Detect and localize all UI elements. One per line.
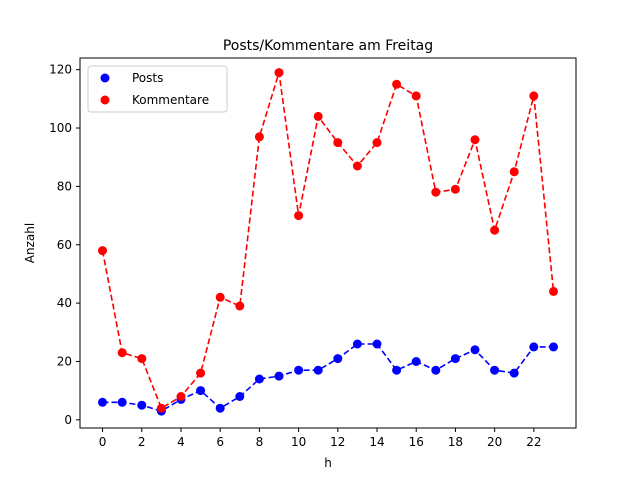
x-tick-label: 22 <box>526 435 541 449</box>
data-point-1-1 <box>117 348 127 358</box>
data-point-0-19 <box>470 345 480 355</box>
x-tick-label: 2 <box>138 435 146 449</box>
x-tick-label: 8 <box>256 435 264 449</box>
data-point-1-8 <box>254 132 264 142</box>
y-tick-label: 80 <box>57 179 72 193</box>
data-point-1-14 <box>372 138 382 148</box>
data-point-1-23 <box>549 286 558 296</box>
x-tick-label: 14 <box>369 435 384 449</box>
data-point-1-4 <box>176 392 186 401</box>
data-point-0-10 <box>294 365 304 375</box>
x-tick-label: 18 <box>448 435 463 449</box>
legend-box <box>87 65 228 113</box>
x-axis-label: h <box>324 456 332 470</box>
data-point-1-17 <box>431 187 441 197</box>
x-tick-label: 4 <box>177 435 185 449</box>
data-point-0-2 <box>137 400 147 410</box>
legend-label-0: Posts <box>132 71 163 85</box>
data-point-1-10 <box>294 211 304 221</box>
y-tick-label: 100 <box>49 121 72 135</box>
data-point-0-1 <box>117 397 127 407</box>
data-point-0-23 <box>549 342 558 352</box>
chart-title: Posts/Kommentare am Freitag <box>223 38 433 54</box>
y-tick-label: 120 <box>49 63 72 77</box>
data-point-1-19 <box>470 135 480 145</box>
data-point-0-14 <box>372 339 382 349</box>
x-tick-label: 10 <box>291 435 306 449</box>
y-tick-label: 20 <box>57 354 72 368</box>
data-point-1-9 <box>274 68 284 78</box>
x-tick-label: 20 <box>487 435 502 449</box>
data-point-1-12 <box>333 138 343 148</box>
data-point-1-2 <box>137 354 147 364</box>
legend-marker-0 <box>100 73 110 83</box>
data-point-1-16 <box>411 91 421 101</box>
data-point-0-21 <box>509 368 519 378</box>
data-point-1-6 <box>215 292 225 302</box>
data-point-1-11 <box>313 111 323 121</box>
data-point-1-22 <box>529 91 539 101</box>
data-point-0-7 <box>235 392 245 401</box>
data-point-0-22 <box>529 342 539 352</box>
legend-marker-1 <box>100 95 110 105</box>
data-point-0-12 <box>333 354 343 364</box>
data-point-1-18 <box>450 184 460 194</box>
data-point-0-13 <box>352 339 362 349</box>
data-point-1-21 <box>509 167 519 177</box>
data-point-0-6 <box>215 403 225 413</box>
y-tick-label: 0 <box>64 413 72 427</box>
x-tick-label: 0 <box>99 435 107 449</box>
data-point-0-0 <box>98 397 107 407</box>
data-point-1-15 <box>392 79 402 89</box>
data-point-0-18 <box>450 354 460 364</box>
y-tick-label: 40 <box>57 296 72 310</box>
data-point-0-20 <box>490 365 500 375</box>
y-axis-label: Anzahl <box>23 223 37 263</box>
data-point-0-8 <box>254 374 264 384</box>
x-tick-label: 16 <box>409 435 424 449</box>
data-point-0-9 <box>274 371 284 381</box>
data-point-0-5 <box>196 386 206 396</box>
data-point-1-3 <box>156 403 166 413</box>
data-point-0-15 <box>392 365 402 375</box>
data-point-1-7 <box>235 301 245 311</box>
y-tick-label: 60 <box>57 238 72 252</box>
legend-label-1: Kommentare <box>132 93 209 107</box>
plot-area: 0 2 4 6 8 10 12 14 16 18 20 22 0 20 40 60 80 100 120 Posts K… <box>49 57 577 449</box>
axes-frame <box>79 57 577 429</box>
data-point-1-13 <box>352 161 362 171</box>
data-point-0-16 <box>411 357 421 366</box>
series-line-1 <box>101 72 555 410</box>
data-point-0-11 <box>313 365 323 375</box>
data-point-1-5 <box>196 368 206 378</box>
x-tick-label: 12 <box>330 435 345 449</box>
x-tick-label: 6 <box>216 435 224 449</box>
data-point-1-20 <box>490 225 500 235</box>
data-point-1-0 <box>98 246 107 256</box>
data-point-0-17 <box>431 365 441 375</box>
